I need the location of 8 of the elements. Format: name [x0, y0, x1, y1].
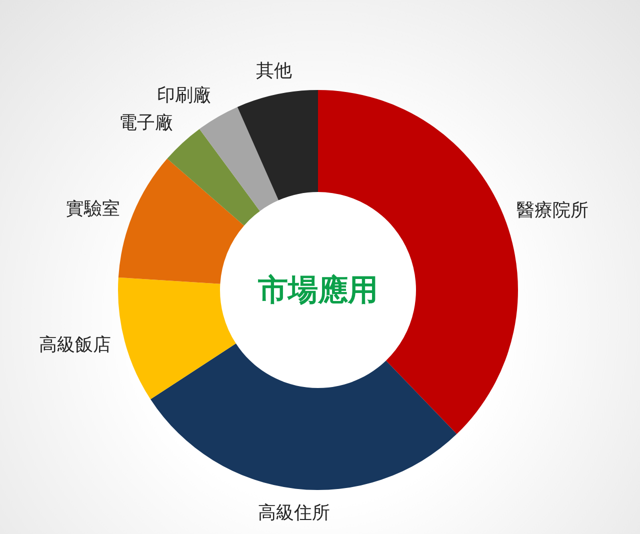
- slice-label: 高級飯店: [39, 334, 112, 356]
- slice-label: 實驗室: [66, 198, 120, 220]
- slice-label: 高級住所: [258, 502, 330, 524]
- slice-label: 醫療院所: [516, 200, 588, 221]
- text: 市場應用: [257, 273, 378, 308]
- slice-label: 電子廠: [118, 112, 173, 134]
- slice-label: 其他: [256, 60, 292, 82]
- slice-label: 印刷廠: [156, 84, 211, 106]
